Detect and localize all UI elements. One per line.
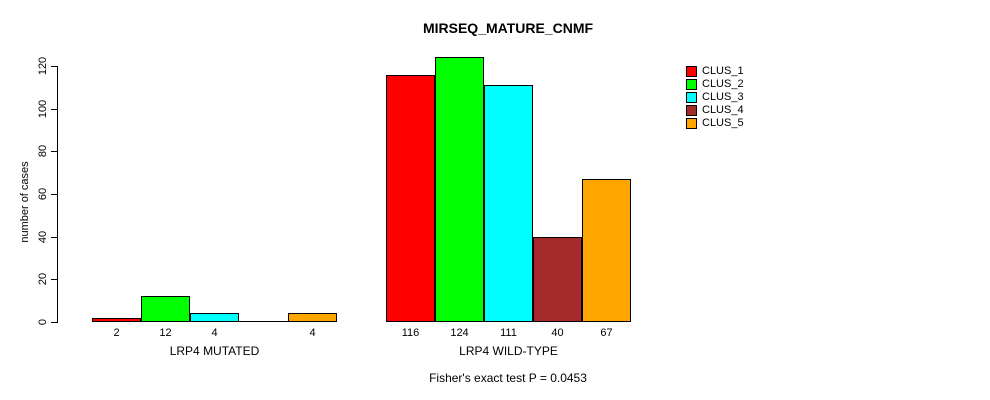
legend-label-clus-3: CLUS_3 — [702, 91, 744, 103]
bar-clus-3-lrp4-mutated — [190, 313, 239, 322]
y-axis-tick-label: 80 — [37, 144, 49, 158]
legend-label-clus-1: CLUS_1 — [702, 65, 744, 77]
bar-value-label: 4 — [211, 327, 218, 339]
y-axis-tick — [51, 194, 57, 195]
bar-clus-4-lrp4-mutated — [239, 321, 288, 322]
chart-title: MIRSEQ_MATURE_CNMF — [422, 20, 594, 36]
bar-value-label: 40 — [551, 327, 564, 339]
legend-label-clus-5: CLUS_5 — [702, 117, 744, 129]
bar-value-label: 12 — [159, 327, 172, 339]
y-axis-tick-label: 40 — [37, 230, 49, 244]
y-axis-tick — [51, 151, 57, 152]
bar-clus-4-lrp4-wild-type — [533, 237, 582, 322]
bar-value-label: 4 — [309, 327, 316, 339]
legend-swatch-clus-4 — [686, 105, 697, 116]
bar-clus-2-lrp4-wild-type — [435, 57, 484, 322]
y-axis-tick-label: 100 — [37, 99, 49, 119]
stat-annotation: Fisher's exact test P = 0.0453 — [429, 371, 587, 385]
y-axis-tick — [51, 237, 57, 238]
y-axis-tick-label: 120 — [37, 56, 49, 76]
bar-clus-5-lrp4-mutated — [288, 313, 337, 322]
bar-clus-1-lrp4-wild-type — [386, 75, 435, 322]
bar-value-label: 116 — [401, 327, 420, 339]
bar-clus-3-lrp4-wild-type — [484, 85, 533, 322]
y-axis-tick-label: 60 — [37, 187, 49, 201]
bar-value-label: 67 — [600, 327, 613, 339]
legend-swatch-clus-5 — [686, 118, 697, 129]
legend-label-clus-4: CLUS_4 — [702, 104, 744, 116]
bar-value-label: 124 — [450, 327, 469, 339]
legend-swatch-clus-1 — [686, 66, 697, 77]
y-axis-tick — [51, 66, 57, 67]
legend-swatch-clus-2 — [686, 79, 697, 90]
bar-value-label: 111 — [500, 327, 517, 339]
y-axis-tick — [51, 322, 57, 323]
y-axis-tick-label: 0 — [37, 318, 49, 326]
bar-clus-2-lrp4-mutated — [141, 296, 190, 322]
y-axis-line — [57, 66, 58, 323]
y-axis-tick — [51, 109, 57, 110]
bar-clus-1-lrp4-mutated — [92, 318, 141, 322]
x-group-label-lrp4-mutated: LRP4 MUTATED — [169, 344, 260, 358]
y-axis-tick-label: 20 — [37, 272, 49, 286]
x-group-label-lrp4-wild-type: LRP4 WILD-TYPE — [459, 344, 558, 358]
bar-value-label: 2 — [113, 327, 120, 339]
legend-swatch-clus-3 — [686, 92, 697, 103]
y-axis-tick — [51, 279, 57, 280]
bar-clus-5-lrp4-wild-type — [582, 179, 631, 322]
legend-label-clus-2: CLUS_2 — [702, 78, 744, 90]
